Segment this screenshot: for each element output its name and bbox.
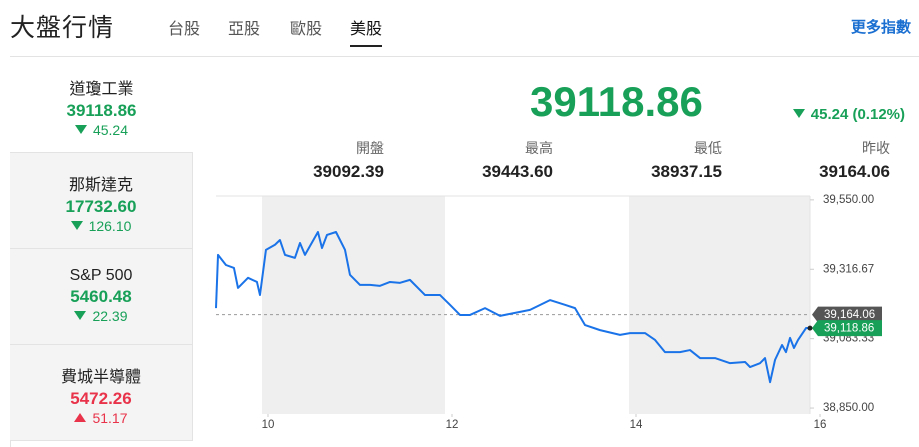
index-change: 126.10 [10,218,192,234]
y-tick-label: 39,316.67 [823,263,874,275]
tab[interactable]: 歐股 [290,21,323,38]
reference-label: 39,164.06 [824,309,875,321]
index-price: 5460.48 [70,287,132,306]
stat: 最高 39443.60 [403,138,553,182]
index-name: 道瓊工業 [69,81,134,98]
x-tick-label: 16 [814,419,827,431]
session-band [262,196,446,414]
index-item[interactable]: S&P 500 5460.48 22.39 [10,249,193,345]
change-text: 22.39 [92,308,128,324]
stat-label: 最高 [525,140,553,156]
quote-price: 39118.86 [530,78,703,125]
stat-label: 昨收 [862,140,890,156]
y-tick-label: 38,850.00 [823,402,874,414]
stat: 最低 38937.15 [572,138,722,182]
stat-value: 39092.39 [313,162,384,181]
widget-title: 大盤行情 [10,14,115,42]
index-item[interactable]: 道瓊工業 39118.86 45.24 [10,57,193,153]
change-text: 126.10 [88,218,132,234]
index-change: 22.39 [10,308,192,324]
tab[interactable]: 美股 [350,15,383,47]
quote-change: 45.24 (0.12%) [792,106,905,123]
session-band [629,196,810,414]
change-text: 45.24 (0.12%) [810,106,905,123]
stat: 開盤 39092.39 [234,138,384,182]
index-item[interactable]: 費城半導體 5472.26 51.17 [10,345,193,441]
change-arrow [74,413,87,422]
index-price: 17732.60 [65,197,137,216]
change-arrow [74,125,87,134]
last-point [807,325,813,331]
last-price-label: 39,118.86 [824,323,874,335]
change-arrow [792,109,805,118]
index-price: 39118.86 [66,101,137,120]
stat: 昨收 39164.06 [740,138,890,182]
x-tick-label: 14 [630,419,643,431]
stat-value: 38937.15 [651,162,722,181]
tab[interactable]: 亞股 [228,21,261,38]
index-name: 費城半導體 [60,369,141,386]
change-text: 45.24 [92,122,129,138]
change-arrow [70,221,83,230]
reference-tag [812,306,882,323]
x-tick-label: 12 [446,419,459,431]
y-tick-label: 39,550.00 [823,194,874,206]
stat-value: 39164.06 [819,162,890,181]
index-price: 5472.26 [70,389,132,408]
index-name: S&P 500 [69,267,133,284]
tab[interactable]: 台股 [168,21,201,38]
price-line [215,230,811,384]
stat-label: 最低 [694,140,722,156]
last-price-tag [812,320,882,337]
more-link[interactable]: 更多指數 [850,19,911,36]
change-arrow [74,311,87,320]
stat-value: 39443.60 [482,162,553,181]
index-change: 51.17 [10,410,192,426]
index-change: 45.24 [10,122,193,138]
stat-label: 開盤 [356,140,384,156]
index-name: 那斯達克 [68,177,133,194]
x-tick-label: 10 [262,419,275,431]
change-text: 51.17 [92,410,128,426]
index-item[interactable]: 那斯達克 17732.60 126.10 [10,153,193,249]
